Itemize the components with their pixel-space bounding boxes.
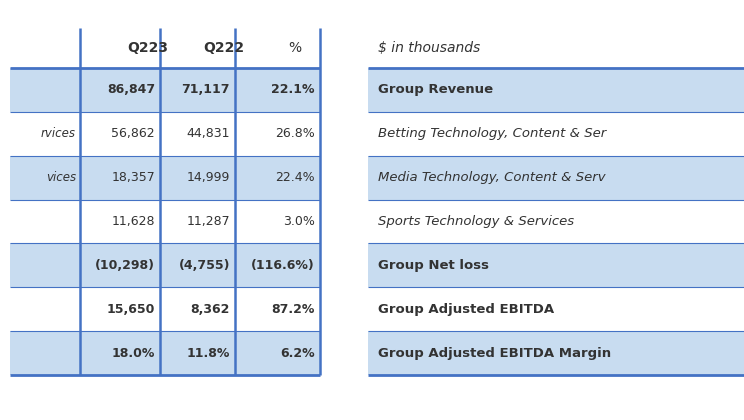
Text: 26.8%: 26.8% — [275, 127, 315, 140]
Bar — [10, 112, 320, 156]
Text: 11,287: 11,287 — [187, 215, 230, 228]
Bar — [10, 156, 320, 200]
Text: 56,862: 56,862 — [112, 127, 155, 140]
Text: 18,357: 18,357 — [112, 171, 155, 184]
Bar — [10, 28, 320, 68]
Text: Media Technology, Content & Serv: Media Technology, Content & Serv — [378, 171, 606, 184]
Text: Betting Technology, Content & Ser: Betting Technology, Content & Ser — [378, 127, 606, 140]
Bar — [10, 287, 320, 331]
Text: 86,847: 86,847 — [107, 84, 155, 97]
Text: 11.8%: 11.8% — [187, 346, 230, 360]
Bar — [368, 200, 744, 244]
Text: 3.0%: 3.0% — [283, 215, 315, 228]
Text: (116.6%): (116.6%) — [251, 259, 315, 272]
Text: rvices: rvices — [41, 127, 76, 140]
Bar — [368, 244, 744, 287]
Bar — [368, 28, 744, 68]
Bar — [368, 68, 744, 112]
Text: 87.2%: 87.2% — [272, 303, 315, 316]
Text: 15,650: 15,650 — [106, 303, 155, 316]
Text: 18.0%: 18.0% — [112, 346, 155, 360]
Text: 44,831: 44,831 — [187, 127, 230, 140]
Text: Sports Technology & Services: Sports Technology & Services — [378, 215, 574, 228]
Text: vices: vices — [46, 171, 76, 184]
Bar — [368, 112, 744, 156]
Text: $ in thousands: $ in thousands — [378, 41, 480, 55]
Text: Group Adjusted EBITDA Margin: Group Adjusted EBITDA Margin — [378, 346, 611, 360]
Bar — [368, 287, 744, 331]
Bar — [368, 331, 744, 375]
Text: Group Net loss: Group Net loss — [378, 259, 489, 272]
Text: 22.1%: 22.1% — [272, 84, 315, 97]
Bar — [10, 244, 320, 287]
Text: Q223: Q223 — [127, 41, 168, 55]
Text: (4,755): (4,755) — [179, 259, 230, 272]
Text: 22.4%: 22.4% — [275, 171, 315, 184]
Bar — [10, 200, 320, 244]
Text: 11,628: 11,628 — [112, 215, 155, 228]
Text: 14,999: 14,999 — [187, 171, 230, 184]
Text: 6.2%: 6.2% — [280, 346, 315, 360]
Text: (10,298): (10,298) — [95, 259, 155, 272]
Text: %: % — [288, 41, 301, 55]
Text: Group Adjusted EBITDA: Group Adjusted EBITDA — [378, 303, 554, 316]
Bar — [10, 68, 320, 112]
Text: Group Revenue: Group Revenue — [378, 84, 493, 97]
Text: 71,117: 71,117 — [182, 84, 230, 97]
Bar — [10, 331, 320, 375]
Text: Q222: Q222 — [203, 41, 244, 55]
Bar — [368, 156, 744, 200]
Text: 8,362: 8,362 — [190, 303, 230, 316]
